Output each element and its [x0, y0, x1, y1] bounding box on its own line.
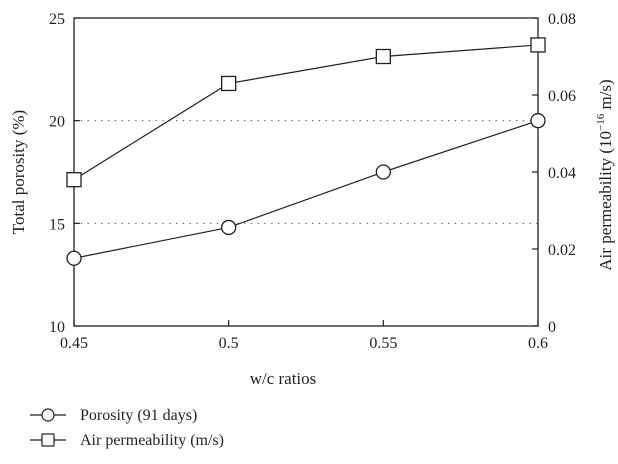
porosity-point	[530, 113, 546, 129]
x-axis: 0.45 0.5 0.55 0.6	[60, 320, 548, 352]
y-axis-left-label: Total porosity (%)	[9, 110, 28, 234]
plot-area	[73, 17, 539, 327]
series-line	[73, 120, 539, 259]
porosity-point	[375, 164, 391, 180]
series-line	[73, 44, 539, 181]
y-right-tick-label: 0	[548, 319, 556, 336]
permeability-point	[375, 48, 391, 65]
y-axis-left: 10 15 20 25	[49, 11, 80, 336]
x-tick-label: 0.6	[528, 335, 548, 352]
porosity-point	[221, 219, 237, 236]
y-axis-right-label-prefix: Air permeability (10	[596, 131, 615, 271]
legend: Porosity (91 days) Air permeability (m/s)	[30, 407, 224, 449]
x-axis-label: w/c ratios	[250, 369, 317, 388]
x-tick-label: 0.55	[369, 335, 397, 352]
y-right-tick-label: 0.08	[548, 11, 576, 28]
porosity-point	[66, 250, 82, 266]
permeability-point	[221, 75, 237, 92]
legend-label: Air permeability (m/s)	[80, 432, 224, 449]
y-axis-right-label: Air permeability (10−16 m/s)	[595, 79, 615, 270]
series-air-permeability	[66, 37, 546, 188]
y-left-tick-label: 20	[49, 114, 65, 131]
permeability-point	[530, 37, 546, 53]
y-right-tick-label: 0.06	[548, 88, 576, 105]
series-layer	[66, 37, 546, 266]
legend-label: Porosity (91 days)	[80, 407, 197, 424]
legend-square-marker	[41, 433, 55, 447]
y-axis-right: 0 0.02 0.04 0.06 0.08	[532, 11, 576, 336]
series-porosity	[66, 113, 546, 266]
y-left-tick-label: 25	[49, 11, 65, 28]
grid-lines	[74, 120, 538, 224]
legend-item: Porosity (91 days)	[30, 407, 197, 424]
y-axis-right-label-suffix: m/s)	[596, 79, 615, 113]
y-axis-right-label-exponent: −16	[595, 113, 607, 131]
legend-circle-marker	[41, 408, 55, 422]
y-right-tick-label: 0.02	[548, 242, 576, 259]
y-left-tick-label: 10	[49, 319, 65, 336]
y-right-tick-label: 0.04	[548, 165, 576, 182]
x-tick-label: 0.45	[60, 335, 88, 352]
y-left-tick-label: 15	[49, 216, 65, 233]
permeability-point	[66, 172, 82, 188]
x-tick-label: 0.5	[219, 335, 239, 352]
legend-item: Air permeability (m/s)	[30, 432, 224, 449]
